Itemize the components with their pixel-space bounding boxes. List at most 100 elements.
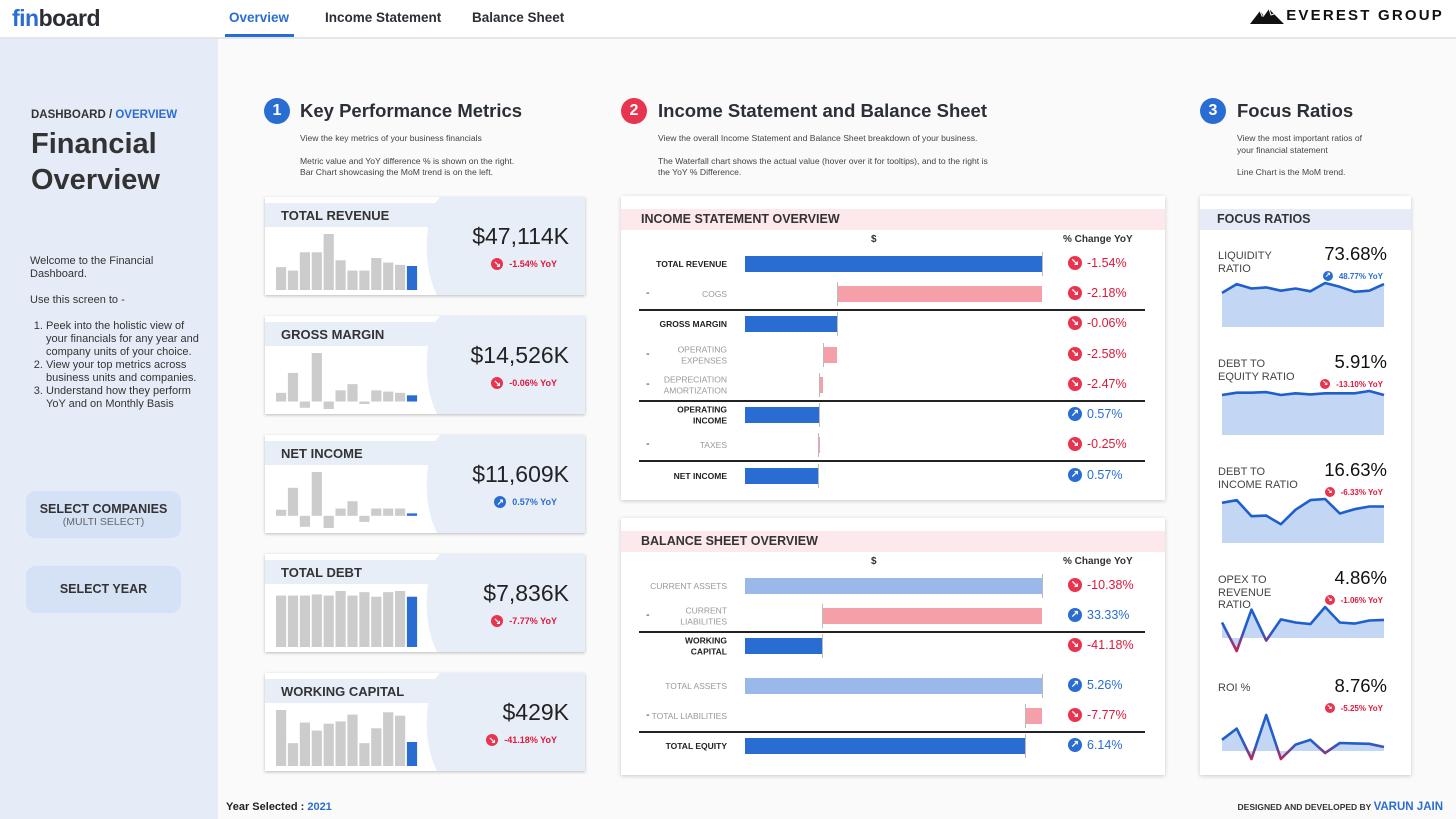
kpi-title: TOTAL DEBT (281, 565, 362, 580)
pct-change-text: 5.26% (1087, 678, 1123, 692)
ratio-trend-chart (1221, 389, 1385, 435)
bar-end-tick (836, 312, 838, 336)
kpi-bar (347, 501, 358, 516)
section-title: Key Performance Metrics (300, 100, 523, 121)
bar-end-tick (818, 464, 820, 488)
ratio-label: DEBT TO EQUITY RATIO (1218, 358, 1295, 383)
kpi-bar (371, 728, 382, 766)
waterfall-bar[interactable] (745, 407, 819, 423)
waterfall-bar[interactable] (745, 738, 1025, 754)
breadcrumb-root[interactable]: DASHBOARD (31, 109, 106, 121)
pct-change: ↗ 5.26% (1068, 678, 1122, 692)
tab-balance-sheet[interactable]: Balance Sheet (472, 10, 565, 25)
kpi-bar (311, 472, 322, 516)
select-companies-sub: (MULTI SELECT) (62, 516, 145, 528)
kpi-bar (276, 595, 287, 647)
waterfall-bar[interactable] (822, 347, 837, 363)
kpi-yoy: ↘ -7.77% YoY (491, 615, 557, 627)
kpi-bar-chart (276, 472, 418, 528)
waterfall-row: GROSS MARGIN ↘ -0.06% (621, 309, 1165, 339)
kpi-bar (287, 270, 299, 290)
year-selected: Year Selected : 2021 (226, 801, 332, 813)
kpi-card: GROSS MARGIN $14,526K ↘ -0.06% YoY (265, 316, 585, 414)
finboard-logo[interactable]: finboard (12, 5, 101, 32)
pct-change: ↘ -41.18% (1068, 638, 1134, 652)
select-companies-button[interactable]: SELECT COMPANIES (MULTI SELECT) (26, 491, 181, 538)
pct-change-text: -0.06% (1087, 316, 1127, 330)
brand-text: EVEREST GROUP (1286, 7, 1444, 24)
select-year-button[interactable]: SELECT YEAR (26, 566, 181, 613)
logo-board: board (38, 5, 101, 31)
steps-list: Peek into the holistic view of your fina… (30, 320, 200, 411)
kpi-bar (323, 723, 334, 766)
waterfall-bar[interactable] (745, 316, 837, 332)
pct-change: ↗ 6.14% (1068, 738, 1122, 752)
tab-overview[interactable]: Overview (229, 10, 290, 25)
pct-change: ↘ -0.06% (1068, 316, 1127, 330)
tab-income-statement[interactable]: Income Statement (325, 10, 442, 25)
description-line: View the key metrics of your business fi… (300, 133, 482, 143)
kpi-bar (323, 515, 334, 528)
step-item: Peek into the holistic view of your fina… (46, 320, 200, 359)
column-header-value: $ (871, 556, 877, 567)
description-line: View the most important ratios of (1237, 133, 1362, 143)
row-label: TAXES (699, 439, 727, 450)
ratio-value: 4.86% (1334, 567, 1387, 588)
trend-area (1222, 283, 1384, 327)
minus-sign: - (646, 348, 650, 360)
row-label: GROSS MARGIN (659, 318, 727, 329)
waterfall-bar[interactable] (745, 678, 1042, 694)
kpi-bar (406, 266, 418, 290)
bar-end-tick (818, 433, 820, 457)
kpi-bar (276, 710, 287, 766)
kpi-bar (383, 508, 394, 516)
kpi-bar (371, 390, 382, 402)
focus-ratios-card: FOCUS RATIOS LIQUIDITY RATIO 73.68% ↗ 48.77… (1200, 196, 1411, 775)
everest-group-logo: EVEREST GROUP (1250, 7, 1444, 24)
pct-change-text: -0.25% (1087, 437, 1127, 451)
kpi-bar (276, 392, 287, 402)
ratio-yoy: ↘ -1.06% YoY (1324, 595, 1383, 605)
kpi-bar (299, 401, 310, 408)
kpi-bar (371, 596, 382, 647)
description-line: Metric value and YoY difference % is sho… (300, 155, 515, 166)
author-name: VARUN JAIN (1373, 801, 1443, 813)
column-header-pct: % Change YoY (1063, 556, 1133, 567)
waterfall-bar[interactable] (745, 468, 819, 484)
ratio-trend-chart (1221, 713, 1385, 761)
arrow-up-right-icon: ↗ (1322, 271, 1333, 281)
waterfall-row: NET INCOME ↗ 0.57% (621, 461, 1165, 491)
row-label: NET INCOME (673, 470, 727, 481)
waterfall-bar[interactable] (821, 608, 1042, 624)
arrow-down-right-icon: ↘ (486, 734, 499, 746)
kpi-bar (406, 596, 418, 647)
kpi-bar (395, 508, 406, 516)
ratio-label: OPEX TO REVENUE RATIO (1218, 574, 1272, 611)
kpi-bar (347, 270, 358, 290)
pct-change: ↘ -7.77% (1068, 708, 1127, 722)
pct-change: ↘ -1.54% (1068, 256, 1127, 270)
ratio-yoy-text: -1.06% YoY (1340, 595, 1383, 605)
row-label: COGS (701, 288, 727, 299)
waterfall-bar[interactable] (745, 256, 1042, 272)
waterfall-bar[interactable] (745, 578, 1042, 594)
row-label: TOTAL LIABILITIES (651, 710, 727, 721)
waterfall-row: - CURRENT LIABILITIES ↗ 33.33% (621, 601, 1165, 631)
waterfall-bar[interactable] (836, 286, 1042, 302)
kpi-bar (406, 513, 418, 516)
kpi-bar (383, 592, 394, 647)
arrow-down-right-icon: ↘ (1068, 708, 1082, 722)
kpi-yoy-text: -41.18% YoY (504, 735, 557, 745)
pct-change-text: -7.77% (1087, 708, 1127, 722)
waterfall-row: - TOTAL LIABILITIES ↘ -7.77% (621, 701, 1165, 731)
year-label: Year Selected : (226, 801, 308, 813)
row-divider (639, 731, 1145, 733)
waterfall-bar[interactable] (745, 638, 822, 654)
waterfall-bar[interactable] (818, 377, 823, 393)
waterfall-bar[interactable] (1024, 708, 1042, 724)
pct-change: ↗ 0.57% (1068, 407, 1122, 421)
kpi-bar (359, 592, 370, 647)
chart-background (265, 346, 437, 414)
focus-ratio-item: ROI % 8.76% ↘ -5.25% YoY (1200, 675, 1411, 783)
arrow-down-right-icon: ↘ (1068, 256, 1082, 270)
